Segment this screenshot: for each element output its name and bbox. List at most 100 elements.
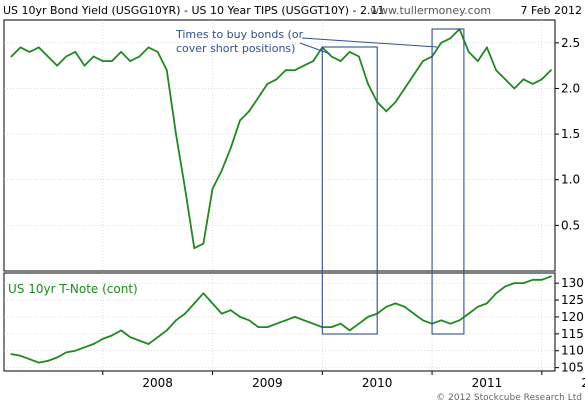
chart-date: 7 Feb 2012 bbox=[521, 4, 582, 17]
annotation-pointer-2 bbox=[301, 37, 438, 48]
top-data-point bbox=[422, 60, 424, 62]
bottom-data-point bbox=[513, 282, 516, 284]
top-data-point bbox=[284, 69, 287, 72]
x-tick-label: 2011 bbox=[472, 376, 503, 390]
highlight-box-2 bbox=[431, 28, 465, 335]
bottom-data-point bbox=[83, 346, 86, 349]
x-tick-label: 2009 bbox=[252, 376, 283, 390]
bottom-data-point bbox=[294, 316, 296, 318]
bottom-data-point bbox=[47, 360, 49, 362]
bottom-data-point bbox=[257, 326, 260, 328]
top-data-point bbox=[550, 69, 552, 72]
bottom-data-point bbox=[330, 326, 333, 328]
x-tick-label: 2008 bbox=[142, 376, 173, 390]
top-y-tick-label: 1.5 bbox=[561, 127, 580, 141]
bottom-data-point bbox=[156, 336, 159, 339]
top-data-point bbox=[522, 78, 525, 81]
bottom-data-point bbox=[467, 312, 470, 315]
bottom-data-point bbox=[458, 319, 461, 322]
series-layer bbox=[10, 28, 552, 364]
top-data-point bbox=[129, 60, 132, 62]
top-data-point bbox=[440, 41, 443, 44]
top-data-point bbox=[476, 60, 479, 62]
top-data-point bbox=[211, 188, 214, 190]
top-data-point bbox=[156, 51, 159, 53]
top-data-point bbox=[10, 55, 13, 58]
bottom-data-point bbox=[92, 343, 95, 345]
bottom-data-point bbox=[19, 354, 22, 357]
top-panel-frame bbox=[3, 19, 556, 272]
top-data-point bbox=[28, 51, 31, 53]
bottom-data-point bbox=[129, 336, 132, 339]
watermark: www.tullermoney.com bbox=[370, 4, 491, 17]
top-data-point bbox=[74, 51, 77, 53]
top-data-point bbox=[385, 110, 388, 113]
bottom-data-point bbox=[422, 319, 424, 322]
top-data-point bbox=[467, 51, 470, 53]
bottom-data-point bbox=[504, 285, 507, 288]
bottom-data-point bbox=[101, 338, 104, 340]
top-data-point bbox=[394, 101, 397, 103]
top-data-point bbox=[165, 69, 168, 72]
top-y-tick-label: 2.0 bbox=[561, 81, 580, 95]
bottom-data-point bbox=[211, 302, 214, 305]
bottom-data-point bbox=[266, 326, 269, 328]
bottom-data-point bbox=[229, 309, 232, 312]
top-data-point bbox=[193, 247, 196, 250]
bottom-data-point bbox=[120, 329, 122, 332]
bottom-data-point bbox=[486, 302, 488, 305]
top-data-point bbox=[47, 55, 49, 58]
annotation-layer bbox=[299, 28, 465, 335]
bottom-data-point bbox=[37, 361, 40, 364]
top-data-point bbox=[202, 242, 205, 245]
top-data-point bbox=[56, 64, 58, 67]
top-data-point bbox=[486, 46, 488, 49]
bottom-data-point bbox=[476, 305, 479, 308]
top-data-point bbox=[348, 51, 351, 53]
top-data-point bbox=[504, 78, 507, 81]
top-data-point bbox=[184, 188, 187, 190]
top-data-point bbox=[19, 46, 22, 49]
bottom-data-point bbox=[65, 351, 68, 354]
bottom-data-point bbox=[202, 292, 205, 295]
top-data-point bbox=[275, 78, 278, 81]
bottom-data-point bbox=[284, 319, 287, 322]
top-data-point bbox=[65, 55, 68, 58]
x-tick-label: 2010 bbox=[362, 376, 393, 390]
top-data-point bbox=[248, 110, 251, 113]
top-data-point bbox=[303, 64, 305, 67]
bottom-data-point bbox=[175, 319, 177, 322]
bottom-data-point bbox=[440, 319, 443, 322]
bottom-data-point bbox=[239, 316, 241, 318]
bottom-data-point bbox=[184, 312, 187, 315]
bottom-y-tick-label: 125 bbox=[561, 293, 584, 307]
bottom-data-point bbox=[147, 343, 150, 345]
chart-title: US 10yr Bond Yield (USGG10YR) - US 10 Ye… bbox=[3, 4, 385, 17]
bottom-data-point bbox=[165, 329, 168, 332]
top-data-point bbox=[138, 55, 141, 58]
annotation-line-2: cover short positions) bbox=[176, 42, 295, 55]
top-data-point bbox=[495, 69, 497, 72]
bottom-data-point bbox=[10, 353, 13, 355]
bottom-data-point bbox=[403, 305, 406, 308]
top-data-point bbox=[412, 73, 415, 76]
x-tick-label: 2012 bbox=[581, 376, 585, 390]
bottom-y-tick-label: 115 bbox=[561, 327, 584, 341]
bottom-data-point bbox=[56, 356, 58, 359]
bottom-data-point bbox=[74, 349, 77, 352]
bottom-data-point bbox=[358, 322, 360, 325]
top-data-point bbox=[257, 96, 260, 99]
top-data-point bbox=[92, 55, 95, 58]
top-data-point bbox=[540, 78, 543, 81]
bottom-series-line bbox=[11, 275, 552, 364]
top-data-point bbox=[83, 64, 86, 67]
bottom-data-point bbox=[28, 358, 31, 361]
bottom-data-point bbox=[495, 292, 497, 295]
bottom-data-point bbox=[412, 312, 415, 315]
bottom-data-point bbox=[193, 302, 196, 305]
top-data-point bbox=[339, 60, 342, 62]
annotation-line-1: Times to buy bonds (or bbox=[175, 28, 304, 41]
top-data-point bbox=[358, 55, 360, 58]
